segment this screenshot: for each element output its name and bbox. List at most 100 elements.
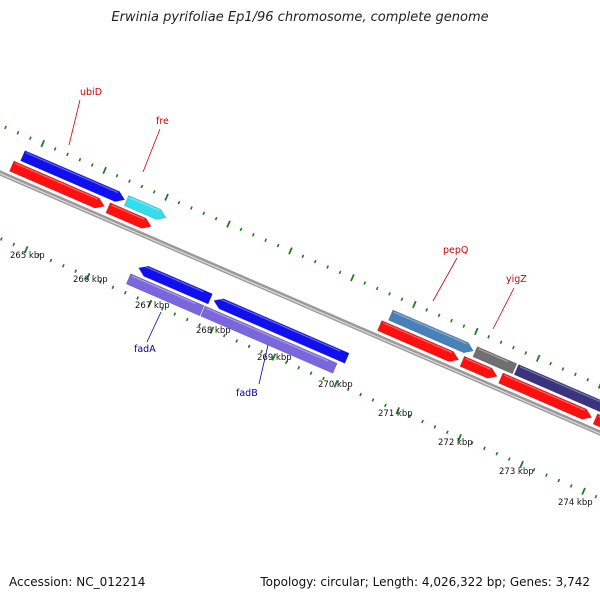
- tick-mark: [49, 258, 53, 263]
- tick-mark: [371, 398, 375, 402]
- tick-mark: [450, 318, 453, 323]
- reverse-strand-ticks: [0, 237, 598, 499]
- gene-label-yigz: yigZ: [506, 274, 527, 285]
- tick-mark: [301, 254, 305, 259]
- genome-summary-text: Topology: circular; Length: 4,026,322 bp…: [260, 575, 590, 589]
- gene-label-fada: fadA: [134, 344, 156, 355]
- tick-mark: [177, 200, 181, 205]
- gene-yigz-arrow-gloss: [519, 366, 600, 403]
- tick-mark: [260, 349, 263, 354]
- gene-fre-arrow: [123, 195, 167, 220]
- gene-red-4: [459, 355, 498, 379]
- tick-mark: [395, 407, 401, 415]
- gene-label-leader: [492, 287, 515, 330]
- tick-mark: [586, 377, 590, 382]
- gene-ubid-arrow: [20, 150, 126, 202]
- gene-label-leader: [146, 311, 162, 343]
- tick-mark: [264, 238, 268, 242]
- tick-mark: [40, 139, 45, 148]
- tick-mark: [128, 179, 131, 183]
- gene-ubid-arrow-gloss: [25, 152, 119, 194]
- tick-mark: [209, 326, 215, 334]
- tick-mark: [190, 206, 193, 210]
- gene-yigz-arrow: [513, 364, 600, 413]
- gene-pepq-arrow: [388, 309, 474, 354]
- tick-label: 270 kbp: [318, 380, 353, 390]
- gene-fadb-blue-1: [138, 265, 213, 305]
- tick-mark: [462, 324, 466, 328]
- tick-mark: [288, 247, 293, 255]
- tick-mark: [400, 297, 404, 302]
- tick-mark: [524, 351, 528, 355]
- tick-mark: [545, 473, 548, 477]
- gene-red-3-gloss: [382, 322, 453, 354]
- tick-label: 273 kbp: [499, 467, 534, 477]
- tick-mark: [247, 344, 251, 349]
- tick-label: 266 kbp: [73, 275, 108, 285]
- tick-mark: [102, 166, 107, 175]
- tick-mark: [4, 125, 7, 130]
- tick-mark: [222, 333, 226, 338]
- tick-mark: [535, 354, 541, 362]
- tick-mark: [271, 353, 277, 361]
- tick-mark: [198, 323, 201, 327]
- tick-label: 268 kbp: [196, 326, 231, 336]
- genome-backbone: [0, 170, 600, 436]
- gene-fadb-blue-2: [213, 298, 350, 364]
- tick-mark: [338, 270, 342, 275]
- tick-mark: [532, 468, 536, 472]
- tick-mark: [90, 163, 94, 167]
- tick-mark: [152, 190, 156, 194]
- gene-red-5-gloss: [503, 374, 586, 411]
- tick-mark: [581, 487, 586, 495]
- tick-mark: [61, 264, 65, 268]
- gene-red-4-gloss: [465, 357, 491, 370]
- tick-mark: [445, 430, 449, 435]
- tick-label: 274 kbp: [558, 498, 593, 508]
- tick-mark: [185, 317, 189, 322]
- tick-mark: [28, 136, 32, 140]
- tick-mark: [384, 403, 387, 408]
- tick-mark: [597, 383, 600, 389]
- tick-mark: [549, 361, 552, 366]
- forward-strand-ticks: [4, 125, 600, 389]
- tick-mark: [111, 285, 115, 290]
- accession-text: Accession: NC_012214: [9, 575, 146, 589]
- gene-red-1-gloss: [14, 162, 98, 200]
- gene-gray-block: [472, 346, 518, 375]
- tick-mark: [457, 433, 462, 442]
- tick-mark: [161, 306, 164, 311]
- tick-mark: [37, 253, 40, 257]
- tick-mark: [16, 131, 20, 135]
- tick-label: 267 kbp: [135, 301, 170, 311]
- tick-mark: [297, 366, 301, 370]
- tick-mark: [433, 425, 437, 429]
- tick-mark: [346, 387, 350, 392]
- tick-mark: [173, 312, 177, 316]
- tick-mark: [483, 446, 486, 451]
- tick-mark: [235, 339, 239, 343]
- gene-red-1: [9, 160, 105, 209]
- tick-mark: [309, 371, 313, 375]
- tick-mark: [251, 233, 255, 237]
- gene-label-fadb: fadB: [236, 388, 258, 399]
- tick-mark: [519, 460, 524, 469]
- tick-mark: [557, 478, 561, 483]
- tick-mark: [499, 340, 503, 344]
- gene-fada-arrow: [125, 273, 205, 317]
- gene-fadb-blue-2-gloss: [217, 297, 341, 352]
- tick-mark: [487, 335, 491, 339]
- gene-red-2: [105, 202, 152, 229]
- tick-mark: [202, 211, 206, 216]
- gene-red-6: [592, 413, 600, 428]
- gene-fre-arrow-gloss: [129, 197, 160, 212]
- backbone-highlight: [0, 172, 600, 435]
- tick-mark: [412, 300, 417, 309]
- tick-mark: [388, 292, 391, 296]
- gene-label-ubid: ubiD: [80, 87, 102, 98]
- tick-mark: [0, 237, 3, 241]
- tick-mark: [512, 345, 515, 350]
- tick-mark: [375, 286, 379, 291]
